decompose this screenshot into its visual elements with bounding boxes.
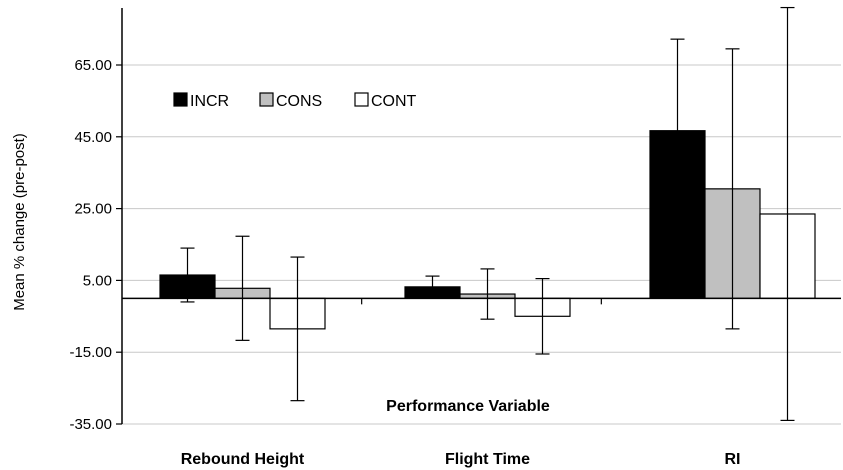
y-axis-title: Mean % change (pre-post) [11, 133, 28, 311]
category-label: Flight Time [445, 451, 530, 468]
y-tick-label: 65.00 [74, 57, 112, 74]
legend-label-cont: CONT [371, 93, 417, 110]
y-tick-label: 45.00 [74, 129, 112, 146]
legend-label-cons: CONS [276, 93, 322, 110]
y-tick-label: -35.00 [69, 416, 112, 433]
category-label: Rebound Height [181, 451, 305, 468]
category-labels: Rebound Height Flight Time RI [181, 451, 741, 468]
y-tick-label: 5.00 [83, 272, 112, 289]
gridlines [122, 64, 841, 425]
category-label: RI [725, 451, 741, 468]
y-tick-label: -15.00 [69, 344, 112, 361]
legend: INCR CONS CONT [168, 86, 442, 114]
axes [116, 8, 841, 425]
legend-swatch-cons [259, 92, 274, 107]
x-axis-title: Performance Variable [386, 398, 550, 415]
legend-swatch-incr [173, 92, 188, 107]
legend-label-incr: INCR [190, 93, 229, 110]
legend-swatch-cont [354, 92, 369, 107]
y-tick-labels: 65.00 45.00 25.00 5.00 -15.00 -35.00 [69, 57, 112, 433]
y-tick-label: 25.00 [74, 201, 112, 218]
legend-box [168, 86, 442, 114]
error-bars [180, 6, 795, 422]
